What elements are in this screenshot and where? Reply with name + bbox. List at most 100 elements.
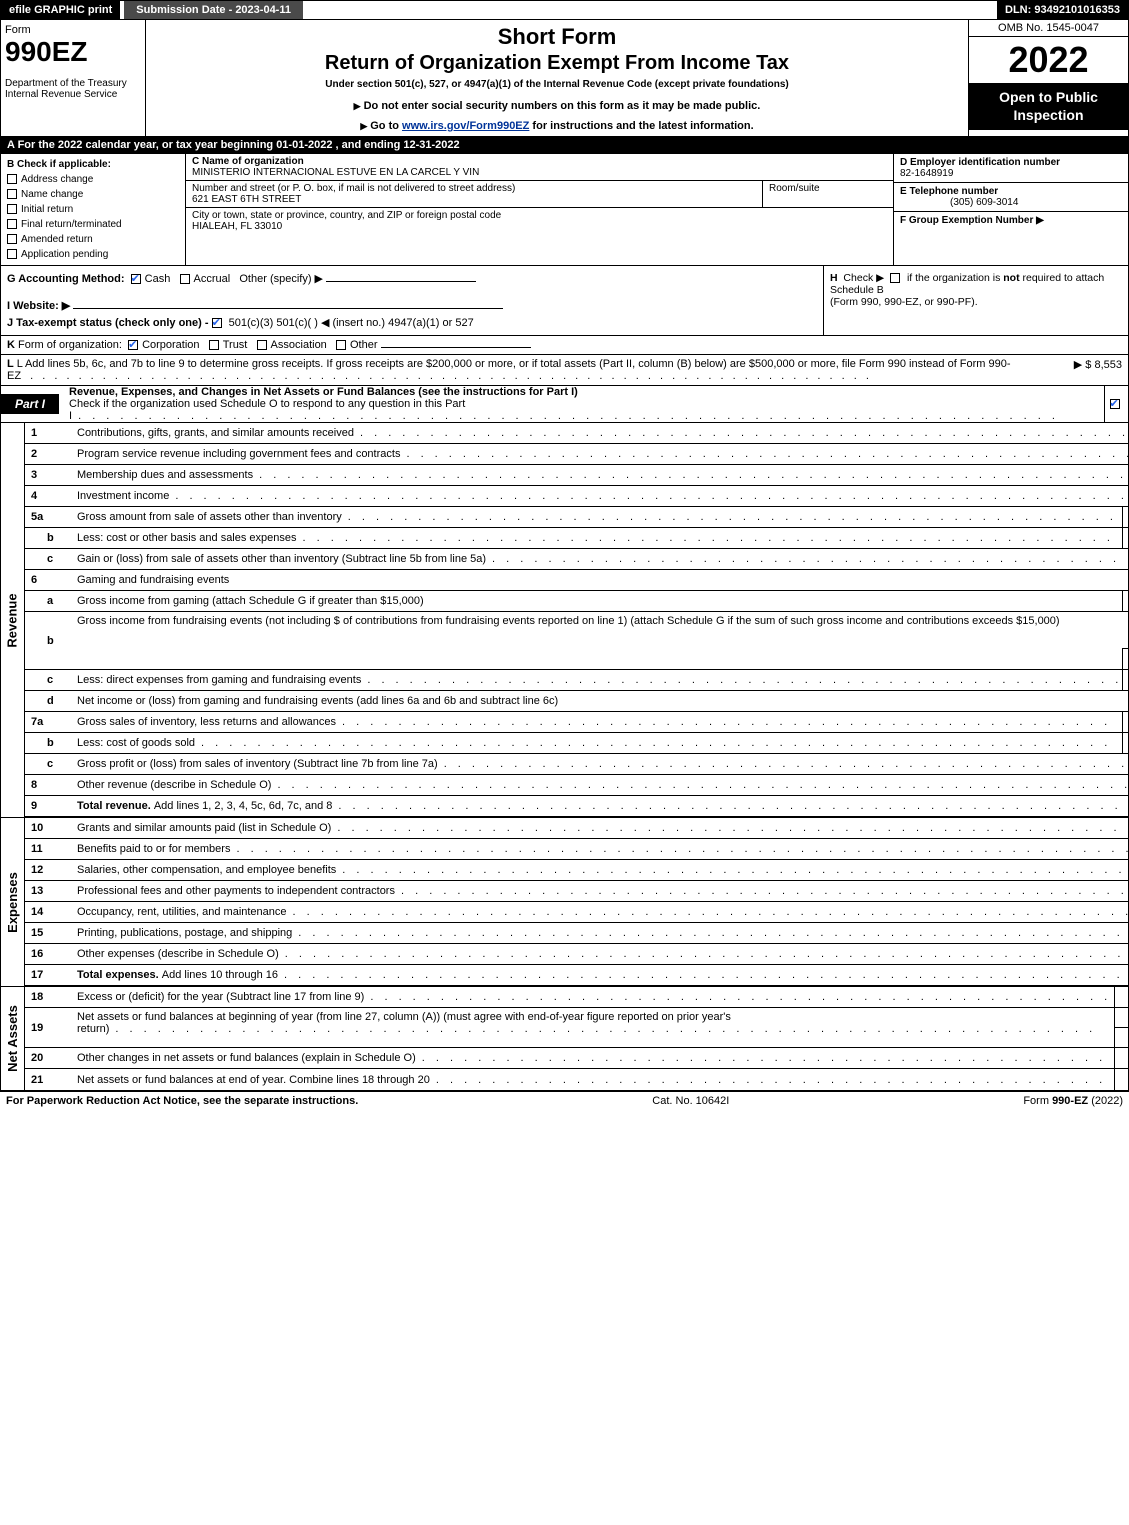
cb-cash[interactable] xyxy=(131,274,141,284)
header-right: OMB No. 1545-0047 2022 Open to Public In… xyxy=(968,20,1128,136)
d-lbl: D Employer identification number xyxy=(900,157,1060,168)
cb-trust[interactable] xyxy=(209,340,219,350)
cb-accrual[interactable] xyxy=(180,274,190,284)
e-lbl: E Telephone number xyxy=(900,186,998,197)
open-to-public: Open to Public Inspection xyxy=(969,83,1128,130)
line-19: 19 Net assets or fund balances at beginn… xyxy=(25,1008,1129,1048)
line-6b: b Gross income from fundraising events (… xyxy=(25,612,1129,670)
line-15: 15 Printing, publications, postage, and … xyxy=(25,923,1129,944)
line-17: 17 Total expenses. Add lines 10 through … xyxy=(25,965,1129,986)
phone-val: (305) 609-3014 xyxy=(900,197,1018,208)
line-16: 16 Other expenses (describe in Schedule … xyxy=(25,944,1129,965)
g-accrual: Accrual xyxy=(194,273,231,285)
cb-initial[interactable]: Initial return xyxy=(7,202,179,217)
street-val: 621 EAST 6TH STREET xyxy=(192,194,301,205)
line-10: 10 Grants and similar amounts paid (list… xyxy=(25,818,1129,839)
footer: For Paperwork Reduction Act Notice, see … xyxy=(0,1091,1129,1110)
row-a-period: A For the 2022 calendar year, or tax yea… xyxy=(0,137,1129,154)
netassets-grid: Net Assets 18 Excess or (deficit) for th… xyxy=(0,986,1129,1091)
line-6d: d Net income or (loss) from gaming and f… xyxy=(25,691,1129,712)
revenue-rows: 1 Contributions, gifts, grants, and simi… xyxy=(25,423,1129,817)
cb-corp[interactable] xyxy=(128,340,138,350)
goto-link[interactable]: www.irs.gov/Form990EZ xyxy=(402,120,529,132)
h-line2: (Form 990, 990-EZ, or 990-PF). xyxy=(830,296,1122,308)
row-i: I Website: ▶ xyxy=(7,299,817,312)
cb-501c3[interactable] xyxy=(212,318,222,328)
omb-number: OMB No. 1545-0047 xyxy=(969,20,1128,37)
submission-date: Submission Date - 2023-04-11 xyxy=(124,1,303,19)
part1-tag: Part I xyxy=(1,394,59,414)
street-lbl: Number and street (or P. O. box, if mail… xyxy=(192,183,515,194)
part1-check[interactable] xyxy=(1104,386,1128,422)
block-h: H Check ▶ if the organization is not req… xyxy=(823,266,1128,335)
other-org-line[interactable] xyxy=(381,347,531,348)
j-lbl: J Tax-exempt status (check only one) - xyxy=(7,317,212,329)
footer-center: Cat. No. 10642I xyxy=(358,1095,1023,1107)
block-ghij: G Accounting Method: Cash Accrual Other … xyxy=(0,266,1129,336)
e-cell: E Telephone number (305) 609-3014 xyxy=(894,183,1128,212)
line-5c: c Gain or (loss) from sale of assets oth… xyxy=(25,549,1129,570)
part1-title: Revenue, Expenses, and Changes in Net As… xyxy=(59,386,1104,422)
line-1: 1 Contributions, gifts, grants, and simi… xyxy=(25,423,1129,444)
room-suite: Room/suite xyxy=(763,181,893,207)
website-line[interactable] xyxy=(73,308,503,309)
line-12: 12 Salaries, other compensation, and emp… xyxy=(25,860,1129,881)
line-6c: c Less: direct expenses from gaming and … xyxy=(25,670,1129,691)
expenses-vlabel: Expenses xyxy=(1,818,25,986)
row-g: G Accounting Method: Cash Accrual Other … xyxy=(7,272,817,285)
org-name: MINISTERIO INTERNACIONAL ESTUVE EN LA CA… xyxy=(192,167,479,178)
line-5b: b Less: cost or other basis and sales ex… xyxy=(25,528,1129,549)
line-6: 6 Gaming and fundraising events xyxy=(25,570,1129,591)
header-left: Form 990EZ Department of the Treasury In… xyxy=(1,20,146,136)
line-20: 20 Other changes in net assets or fund b… xyxy=(25,1048,1129,1069)
dept-line1: Department of the Treasury xyxy=(5,78,141,89)
part1-header: Part I Revenue, Expenses, and Changes in… xyxy=(0,386,1129,423)
cb-assoc[interactable] xyxy=(257,340,267,350)
form-word: Form xyxy=(5,24,141,36)
line-2: 2 Program service revenue including gove… xyxy=(25,444,1129,465)
line-7a: 7a Gross sales of inventory, less return… xyxy=(25,712,1129,733)
g-cash: Cash xyxy=(145,273,171,285)
d-cell: D Employer identification number 82-1648… xyxy=(894,154,1128,183)
expenses-label: Expenses xyxy=(5,872,20,933)
row-l: L L Add lines 5b, 6c, and 7b to line 9 t… xyxy=(0,355,1129,386)
cb-address[interactable]: Address change xyxy=(7,172,179,187)
cb-amended[interactable]: Amended return xyxy=(7,232,179,247)
c-street-row: Number and street (or P. O. box, if mail… xyxy=(186,181,893,208)
cb-name[interactable]: Name change xyxy=(7,187,179,202)
dept-line2: Internal Revenue Service xyxy=(5,89,141,100)
cb-other-org[interactable] xyxy=(336,340,346,350)
tax-year: 2022 xyxy=(969,37,1128,83)
h-line1: H Check ▶ if the organization is not req… xyxy=(830,272,1122,296)
revenue-vlabel: Revenue xyxy=(1,423,25,817)
j-opts: 501(c)(3) 501(c)( ) ◀ (insert no.) 4947(… xyxy=(229,317,474,329)
cb-h[interactable] xyxy=(890,273,900,283)
line-4: 4 Investment income 4 xyxy=(25,486,1129,507)
no-ssn-note: Do not enter social security numbers on … xyxy=(152,100,962,112)
form-number: 990EZ xyxy=(5,36,141,68)
c-city-cell: City or town, state or province, country… xyxy=(186,208,893,265)
line-11: 11 Benefits paid to or for members 11 xyxy=(25,839,1129,860)
section-b: B Check if applicable: Address change Na… xyxy=(1,154,186,265)
netassets-rows: 18 Excess or (deficit) for the year (Sub… xyxy=(25,987,1129,1090)
efile-label[interactable]: efile GRAPHIC print xyxy=(1,1,120,19)
line-21: 21 Net assets or fund balances at end of… xyxy=(25,1069,1129,1090)
g-other-line[interactable] xyxy=(326,281,476,282)
cb-pending[interactable]: Application pending xyxy=(7,247,179,262)
line-3: 3 Membership dues and assessments 3 xyxy=(25,465,1129,486)
l-val: ▶ $ 8,553 xyxy=(1012,358,1122,382)
i-lbl: I Website: ▶ xyxy=(7,300,70,312)
city-lbl: City or town, state or province, country… xyxy=(192,210,501,221)
l-text: L L Add lines 5b, 6c, and 7b to line 9 t… xyxy=(7,358,1012,382)
cb-final[interactable]: Final return/terminated xyxy=(7,217,179,232)
info-block: B Check if applicable: Address change Na… xyxy=(0,154,1129,266)
header-block: Form 990EZ Department of the Treasury In… xyxy=(0,20,1129,137)
c-name-cell: C Name of organization MINISTERIO INTERN… xyxy=(186,154,893,181)
netassets-label: Net Assets xyxy=(5,1005,20,1072)
dln-label: DLN: 93492101016353 xyxy=(997,1,1128,19)
row-j: J Tax-exempt status (check only one) - 5… xyxy=(7,316,817,329)
line-13: 13 Professional fees and other payments … xyxy=(25,881,1129,902)
title-under: Under section 501(c), 527, or 4947(a)(1)… xyxy=(152,79,962,90)
f-cell: F Group Exemption Number ▶ xyxy=(894,212,1128,229)
no-ssn-text: Do not enter social security numbers on … xyxy=(364,100,761,112)
